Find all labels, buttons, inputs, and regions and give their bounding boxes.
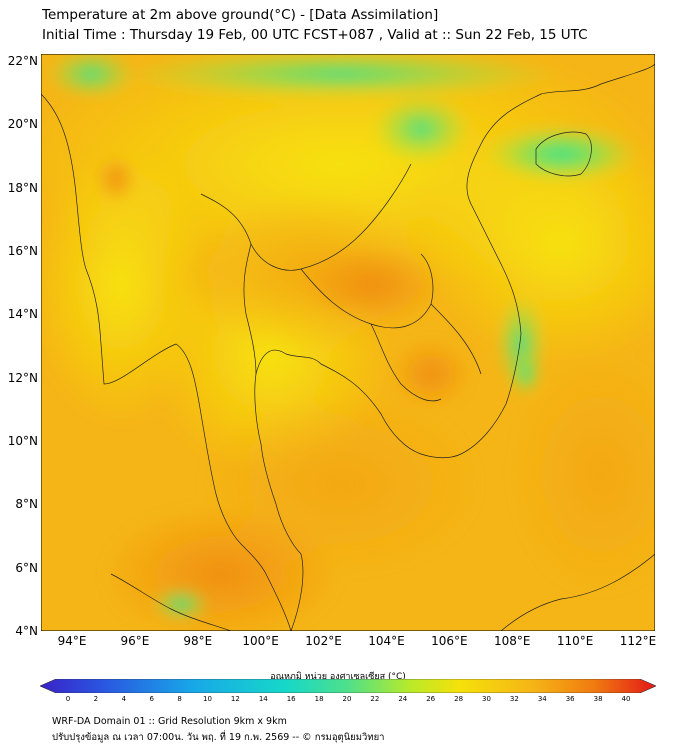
longitude-label: 100°E (242, 634, 279, 648)
longitude-label: 94°E (57, 634, 87, 648)
longitude-label: 110°E (556, 634, 594, 648)
colorbar-tick-label: 24 (398, 695, 408, 703)
temperature-map (41, 54, 655, 631)
colorbar-tick-label: 0 (65, 695, 71, 703)
map-title: Temperature at 2m above ground(°C) - [Da… (42, 7, 439, 23)
latitude-label: 6°N (15, 560, 38, 575)
colorbar-tick-label: 40 (621, 695, 631, 703)
colorbar-tick-label: 30 (482, 695, 491, 703)
colorbar-tick-label: 14 (258, 695, 268, 703)
longitude-label: 104°E (368, 634, 405, 648)
colorbar (40, 679, 656, 693)
footer-update: ปรับปรุงข้อมูล ณ เวลา 07:00น. วัน พฤ. ที… (52, 732, 385, 743)
colorbar-tick-label: 18 (314, 695, 324, 703)
colorbar-title: อุณหภูมิ หน่วย องศาเซลเซียส (°C) (270, 672, 406, 682)
colorbar-tick-label: 10 (203, 695, 212, 703)
longitude-label: 96°E (120, 634, 150, 648)
colorbar-tick-label: 2 (93, 695, 99, 703)
colorbar-tick-label: 16 (286, 695, 296, 703)
longitude-label: 112°E (619, 634, 657, 648)
latitude-label: 22°N (7, 54, 38, 68)
latitude-label: 20°N (7, 117, 38, 132)
colorbar-tick-label: 22 (370, 695, 380, 703)
colorbar-tick-label: 38 (593, 695, 603, 703)
colorbar-tick-label: 8 (177, 695, 182, 703)
colorbar-tick-label: 26 (426, 695, 436, 703)
longitude-label: 102°E (305, 634, 342, 648)
coastlines (41, 63, 655, 631)
footer-domain: WRF-DA Domain 01 :: Grid Resolution 9km … (52, 716, 287, 727)
colorbar-tick-label: 4 (121, 695, 127, 703)
longitude-label: 108°E (493, 634, 531, 648)
latitude-label: 12°N (7, 370, 38, 385)
colorbar-tick-label: 34 (537, 695, 547, 703)
colorbar-tick-label: 6 (149, 695, 154, 703)
latitude-label: 4°N (15, 624, 38, 638)
latitude-label: 18°N (7, 180, 38, 195)
colorbar-tick-label: 12 (230, 695, 240, 703)
colorbar-tick-label: 28 (454, 695, 464, 703)
latitude-label: 16°N (7, 244, 38, 258)
latitude-label: 8°N (15, 497, 38, 512)
latitude-label: 14°N (7, 307, 38, 322)
longitude-label: 106°E (431, 634, 468, 648)
colorbar-tick-label: 20 (342, 695, 352, 703)
map-subtitle: Initial Time : Thursday 19 Feb, 00 UTC F… (42, 27, 588, 43)
latitude-label: 10°N (7, 434, 38, 448)
longitude-label: 98°E (183, 634, 213, 648)
colorbar-tick-label: 32 (509, 695, 519, 703)
colorbar-tick-label: 36 (565, 695, 575, 703)
